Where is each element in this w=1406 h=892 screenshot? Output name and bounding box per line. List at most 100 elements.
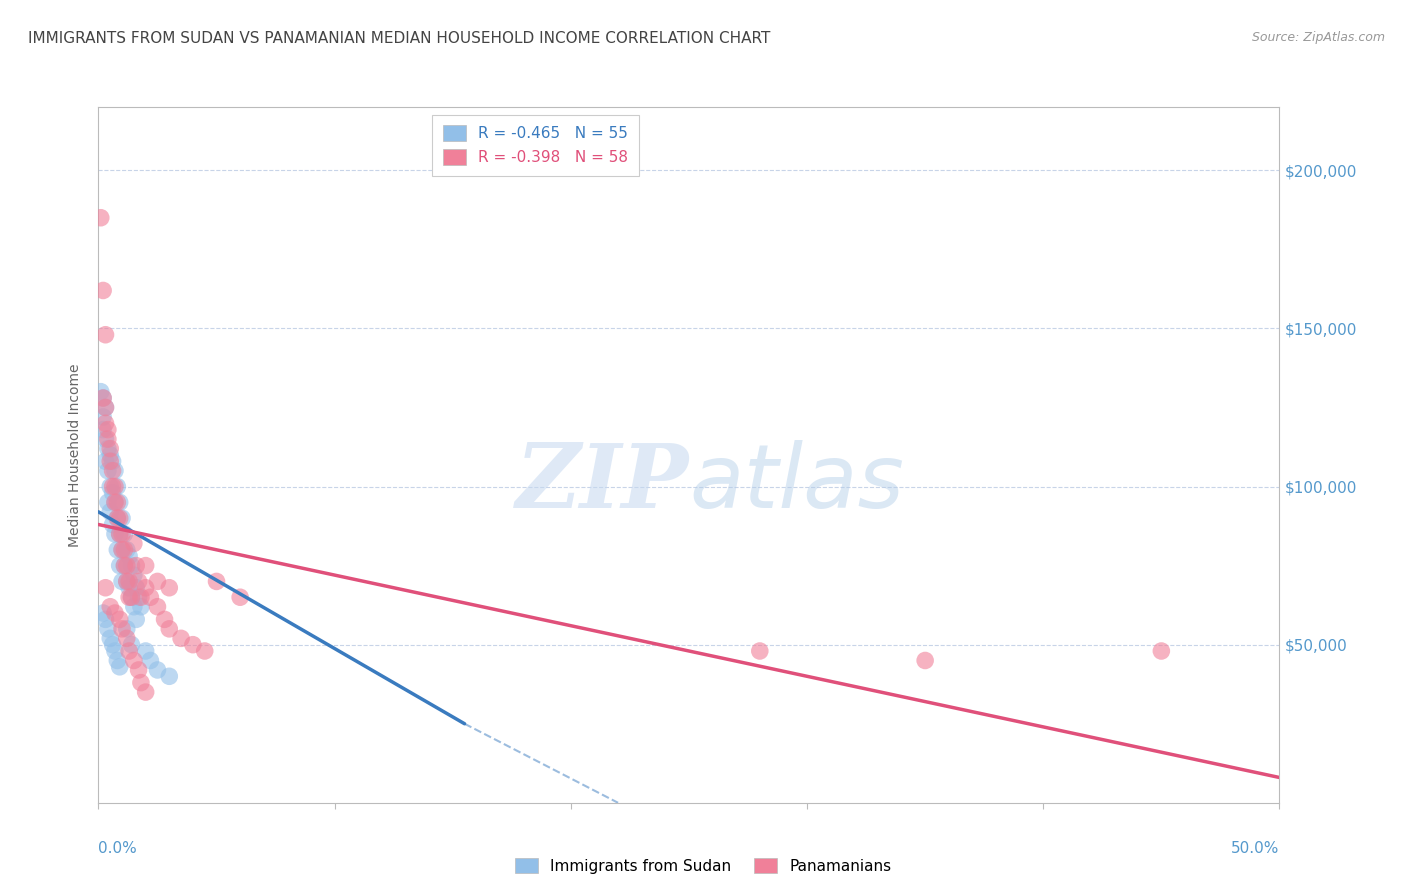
Point xyxy=(105,542,128,557)
Point xyxy=(115,558,138,573)
Point xyxy=(91,391,114,405)
Point xyxy=(94,417,117,431)
Point xyxy=(101,454,124,468)
Point xyxy=(101,486,124,500)
Point xyxy=(121,591,143,605)
Point xyxy=(118,581,141,595)
Text: 0.0%: 0.0% xyxy=(98,841,138,856)
Point xyxy=(98,599,121,614)
Point xyxy=(108,612,131,626)
Point xyxy=(125,612,148,626)
Point xyxy=(112,558,135,573)
Point xyxy=(105,511,128,525)
Point xyxy=(98,505,121,519)
Point xyxy=(229,591,252,605)
Point xyxy=(112,527,135,541)
Point xyxy=(129,599,152,614)
Point xyxy=(194,644,217,658)
Point xyxy=(104,606,127,620)
Text: IMMIGRANTS FROM SUDAN VS PANAMANIAN MEDIAN HOUSEHOLD INCOME CORRELATION CHART: IMMIGRANTS FROM SUDAN VS PANAMANIAN MEDI… xyxy=(28,31,770,46)
Point xyxy=(94,401,117,415)
Point xyxy=(118,644,141,658)
Point xyxy=(108,527,131,541)
Text: atlas: atlas xyxy=(689,440,904,525)
Point xyxy=(105,479,128,493)
Point xyxy=(101,638,124,652)
Point xyxy=(153,612,176,626)
Point xyxy=(122,568,145,582)
Point xyxy=(122,536,145,550)
Point xyxy=(181,638,204,652)
Point xyxy=(90,384,112,399)
Point xyxy=(104,464,127,478)
Legend: Immigrants from Sudan, Panamanians: Immigrants from Sudan, Panamanians xyxy=(509,852,897,880)
Point xyxy=(104,479,127,493)
Point xyxy=(157,669,180,683)
Point xyxy=(101,464,124,478)
Point xyxy=(91,423,114,437)
Point xyxy=(170,632,193,646)
Point xyxy=(914,653,936,667)
Point xyxy=(108,511,131,525)
Point xyxy=(94,612,117,626)
Point xyxy=(135,644,157,658)
Point xyxy=(125,581,148,595)
Point xyxy=(104,495,127,509)
Point xyxy=(91,606,114,620)
Point xyxy=(128,591,150,605)
Point xyxy=(97,432,120,446)
Point xyxy=(128,574,150,589)
Point xyxy=(98,479,121,493)
Point xyxy=(91,391,114,405)
Point xyxy=(121,558,143,573)
Point xyxy=(98,448,121,462)
Point xyxy=(115,632,138,646)
Point xyxy=(98,442,121,456)
Point xyxy=(146,663,169,677)
Point xyxy=(118,591,141,605)
Point xyxy=(122,599,145,614)
Point xyxy=(139,591,162,605)
Point xyxy=(129,591,152,605)
Point xyxy=(98,632,121,646)
Point xyxy=(97,622,120,636)
Point xyxy=(129,675,152,690)
Point xyxy=(105,495,128,509)
Point xyxy=(125,558,148,573)
Point xyxy=(108,660,131,674)
Point xyxy=(115,574,138,589)
Point xyxy=(101,479,124,493)
Legend: R = -0.465   N = 55, R = -0.398   N = 58: R = -0.465 N = 55, R = -0.398 N = 58 xyxy=(432,115,638,176)
Point xyxy=(115,622,138,636)
Point xyxy=(157,581,180,595)
Point xyxy=(97,423,120,437)
Point xyxy=(112,558,135,573)
Point xyxy=(146,599,169,614)
Point xyxy=(128,663,150,677)
Point xyxy=(135,581,157,595)
Point xyxy=(118,574,141,589)
Point xyxy=(104,527,127,541)
Point xyxy=(111,527,134,541)
Point xyxy=(108,495,131,509)
Point xyxy=(108,527,131,541)
Point xyxy=(748,644,770,658)
Point xyxy=(118,549,141,563)
Text: ZIP: ZIP xyxy=(516,440,689,526)
Point xyxy=(97,464,120,478)
Point xyxy=(94,454,117,468)
Point xyxy=(135,558,157,573)
Point xyxy=(104,644,127,658)
Point xyxy=(105,653,128,667)
Point xyxy=(94,401,117,415)
Point xyxy=(111,511,134,525)
Point xyxy=(121,638,143,652)
Point xyxy=(91,409,114,424)
Point xyxy=(111,542,134,557)
Point xyxy=(111,622,134,636)
Point xyxy=(105,511,128,525)
Point xyxy=(139,653,162,667)
Point xyxy=(94,581,117,595)
Point xyxy=(108,558,131,573)
Point xyxy=(115,574,138,589)
